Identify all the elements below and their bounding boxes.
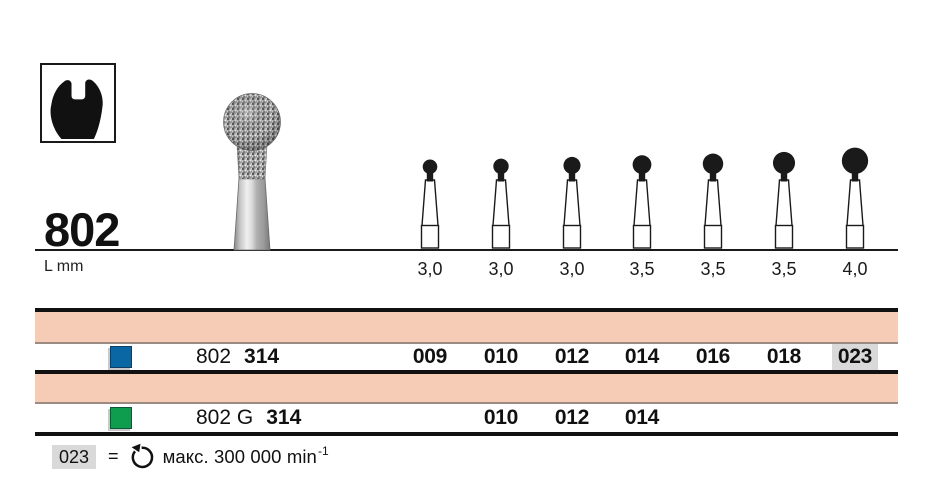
bur-silhouette [683, 138, 743, 250]
catalog-prefix: 802 G [196, 406, 254, 429]
table-row: 802 G 314 010 012 014 [35, 404, 898, 432]
bur-silhouette [825, 138, 885, 250]
length-value: 3,0 [417, 259, 443, 279]
speed-legend: 023 = макс. 300 000 min-1 [52, 443, 329, 470]
table-border [35, 308, 898, 312]
table-row: 802 314 009 010 012 014 016 018 023 [35, 344, 898, 370]
shank-code: 314 [266, 406, 302, 429]
pink-band [35, 312, 898, 342]
size-code: 010 [483, 345, 519, 368]
length-baseline [35, 249, 898, 251]
bur-silhouette [471, 138, 531, 250]
table-border [35, 370, 898, 374]
catalog-prefix: 802 [196, 345, 232, 368]
max-speed-text: макс. 300 000 min-1 [162, 443, 329, 468]
table-border [35, 432, 898, 436]
figure-number: 802 [44, 203, 120, 256]
bur-head-profile-icon [50, 79, 103, 139]
exponent: -1 [317, 443, 329, 458]
size-code: 016 [695, 345, 731, 368]
shank-code: 314 [244, 345, 280, 368]
length-value: 3,0 [488, 259, 514, 279]
highlighted-size-code: 023 [52, 444, 97, 469]
bur-profile-box [40, 63, 116, 143]
green-grit-swatch [110, 407, 132, 429]
length-axis-label: L mm [44, 258, 84, 275]
bur-silhouette [542, 138, 602, 250]
length-value: 3,5 [629, 259, 655, 279]
size-code: 014 [624, 345, 660, 368]
equals-sign: = [108, 446, 119, 466]
length-value: 3,5 [700, 259, 726, 279]
length-value: 3,0 [559, 259, 585, 279]
pink-band [35, 374, 898, 402]
size-code: 014 [624, 406, 660, 429]
table-rule [35, 402, 898, 404]
bur-silhouette [754, 138, 814, 250]
length-value: 3,5 [771, 259, 797, 279]
size-code: 009 [412, 345, 448, 368]
size-code: 010 [483, 406, 519, 429]
catalog-number: 802 G 314 [196, 404, 301, 432]
size-code: 018 [766, 345, 802, 368]
size-code: 012 [554, 406, 590, 429]
blue-grit-swatch [110, 346, 132, 368]
size-code-highlighted: 023 [832, 344, 878, 370]
bur-silhouette [612, 138, 672, 250]
round-diamond-bur-photo [223, 93, 281, 251]
table-rule [35, 342, 898, 344]
size-code: 012 [554, 345, 590, 368]
catalog-number: 802 314 [196, 344, 279, 370]
rotation-speed-icon [131, 443, 153, 469]
bur-silhouette [400, 138, 460, 250]
length-value: 4,0 [842, 259, 868, 279]
